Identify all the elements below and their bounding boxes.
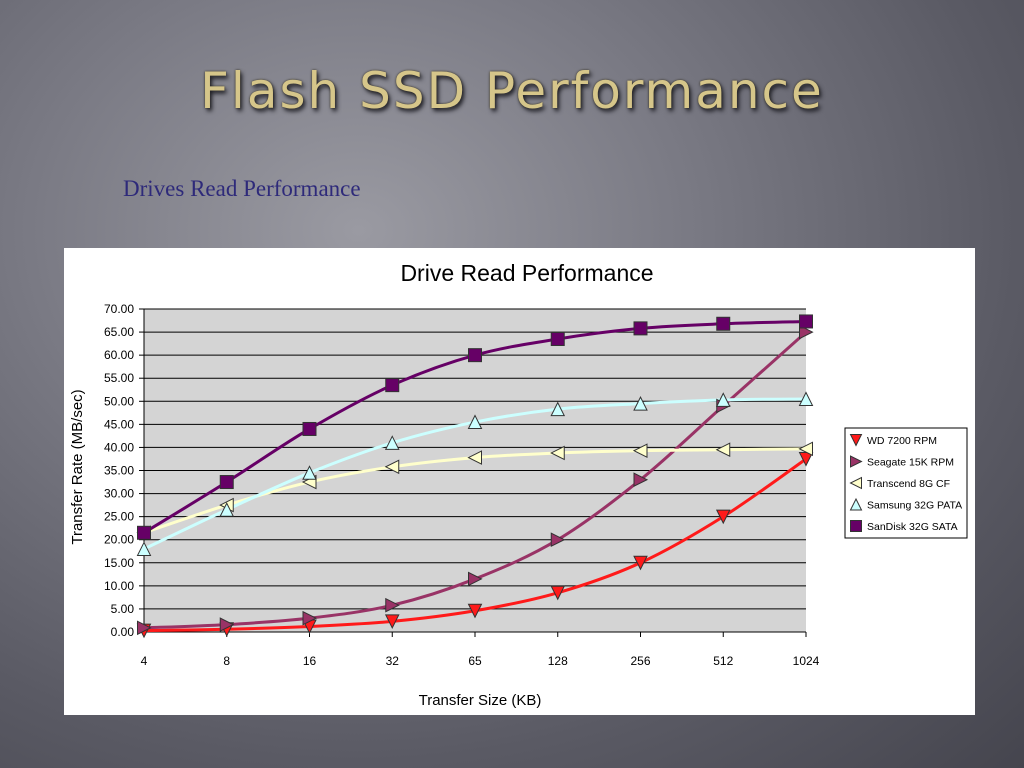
legend-marker xyxy=(849,497,863,511)
x-tick-label: 16 xyxy=(303,654,317,668)
legend-marker xyxy=(849,434,863,447)
chart-panel: 0.00 5.00 10.00 15.00 20.00 25.00 30.00 35.00 40… xyxy=(64,248,975,715)
line-chart: 0.00 5.00 10.00 15.00 20.00 25.00 30.00 35.00 40… xyxy=(69,260,968,709)
data-point xyxy=(715,442,731,458)
chart-title: Drive Read Performance xyxy=(400,260,653,286)
y-tick-label: 15.00 xyxy=(104,556,134,570)
y-tick-label: 20.00 xyxy=(104,533,134,547)
data-point xyxy=(550,331,565,346)
data-point xyxy=(798,391,814,406)
y-tick-label: 70.00 xyxy=(104,302,134,316)
y-tick-label: 35.00 xyxy=(104,464,134,478)
x-tick-label: 8 xyxy=(223,654,230,668)
slide-subtitle: Drives Read Performance xyxy=(123,176,361,201)
data-point xyxy=(715,509,731,525)
data-point xyxy=(550,585,566,601)
data-point xyxy=(302,465,317,480)
data-point xyxy=(468,571,483,587)
data-point xyxy=(715,392,731,407)
y-tick-label: 10.00 xyxy=(104,579,134,593)
data-point xyxy=(219,475,234,490)
data-point xyxy=(633,555,648,571)
slide-title: Flash SSD Performance xyxy=(200,62,824,120)
y-tick-label: 25.00 xyxy=(104,510,134,524)
y-tick-label: 30.00 xyxy=(104,487,134,501)
data-point xyxy=(385,597,400,613)
legend-label: WD 7200 RPM xyxy=(867,435,937,447)
data-point xyxy=(799,324,814,340)
data-point xyxy=(137,525,151,540)
data-point xyxy=(219,617,235,632)
data-point xyxy=(550,445,565,461)
y-tick-label: 5.00 xyxy=(111,602,135,616)
data-point xyxy=(633,395,648,411)
legend-label: Transcend 8G CF xyxy=(867,478,950,490)
x-tick-label: 4 xyxy=(141,654,148,668)
data-point xyxy=(384,435,400,450)
data-point xyxy=(467,603,483,619)
y-tick-label: 60.00 xyxy=(104,348,134,362)
data-point xyxy=(550,532,566,548)
x-tick-label: 128 xyxy=(548,654,568,668)
legend-marker xyxy=(850,455,863,468)
y-tick-label: 50.00 xyxy=(104,394,134,408)
x-axis-label: Transfer Size (KB) xyxy=(419,692,542,709)
x-tick-label: 32 xyxy=(386,654,400,668)
data-point xyxy=(467,414,483,430)
y-tick-label: 65.00 xyxy=(104,325,134,339)
y-tick-label: 55.00 xyxy=(104,371,134,385)
legend-marker xyxy=(850,520,862,532)
legend-box xyxy=(844,427,968,539)
data-point xyxy=(467,450,482,465)
data-point xyxy=(137,620,152,636)
y-tick-label: 0.00 xyxy=(111,625,135,639)
y-axis-label: Transfer Rate (MB/sec) xyxy=(69,389,86,544)
x-tick-label: 256 xyxy=(630,654,650,668)
y-tick-label: 45.00 xyxy=(104,417,134,431)
data-point xyxy=(798,441,813,457)
data-point xyxy=(384,459,400,475)
legend-label: Samsung 32G PATA xyxy=(867,500,962,512)
legend-label: SanDisk 32G SATA xyxy=(867,521,958,533)
data-point xyxy=(302,421,317,436)
data-point xyxy=(799,314,813,329)
data-point xyxy=(384,614,400,630)
data-point xyxy=(632,443,648,458)
x-tick-label: 1024 xyxy=(793,654,820,668)
data-point xyxy=(302,610,318,626)
data-point xyxy=(219,502,235,517)
legend-label: Seagate 15K RPM xyxy=(867,457,954,469)
data-point xyxy=(385,378,400,393)
x-tick-label: 65 xyxy=(468,654,482,668)
legend-marker xyxy=(849,476,862,490)
data-point xyxy=(716,316,731,331)
data-point xyxy=(136,541,152,556)
data-point xyxy=(633,472,649,488)
x-tick-label: 512 xyxy=(713,654,733,668)
data-point xyxy=(468,348,482,363)
data-point xyxy=(633,321,648,336)
y-tick-label: 40.00 xyxy=(104,440,134,454)
data-point xyxy=(550,401,566,417)
